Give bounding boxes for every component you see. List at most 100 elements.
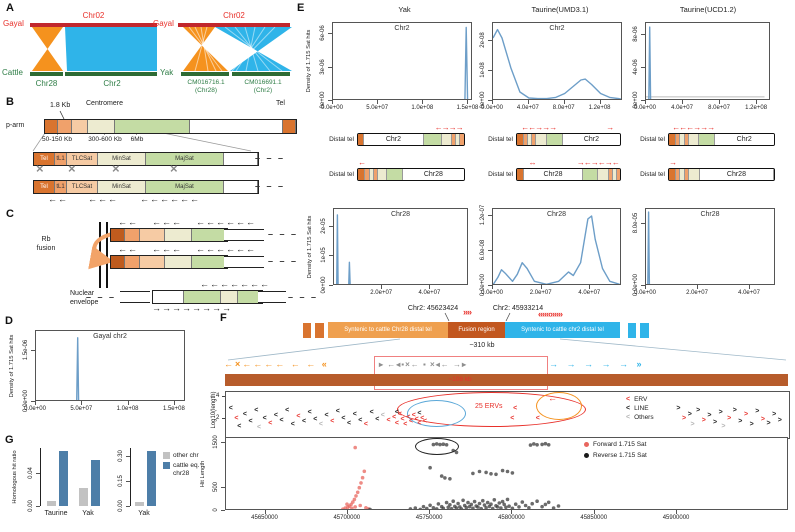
repeat-chevron-icon: < — [228, 405, 233, 413]
chromosome-ideogram-bar: Chr2 — [357, 133, 465, 146]
ideogram-segment-or2 — [676, 134, 681, 145]
fusion-region-bar — [225, 374, 788, 386]
bar-chart-homologous-ratio: 0.00 0.04 Homologous hit ratio Taurine Yak — [8, 440, 106, 530]
ideogram-segment-or2 — [365, 169, 370, 180]
repeat-chevron-icon: < — [242, 411, 247, 419]
repeat-chevron-icon: < — [237, 422, 242, 430]
ideogram-segment-chr28: Chr28 — [524, 169, 583, 180]
fusion-region-text: Fusion region — [458, 327, 495, 333]
ideogram-segment-or2 — [460, 134, 464, 145]
gene-arrows-blue: → → → → → » — [549, 359, 645, 369]
coordinate-label-left: Chr2: 45623424 — [407, 305, 459, 312]
x-tick-label: 45700000 — [333, 515, 361, 521]
label-300-600kb: 300-600 Kb — [88, 136, 122, 143]
ideogram-segment-tel — [517, 169, 525, 180]
inside-plot-label: Chr28 — [546, 211, 567, 218]
x-tick-label: 1.5e+08 — [162, 406, 185, 412]
bar-category-label: Yak — [138, 510, 150, 517]
y-axis-label: 2e-08 — [480, 32, 486, 48]
chromosome-ideogram-bar: Chr28 — [668, 168, 775, 181]
bar-cattle-eq-chr28 — [90, 459, 100, 506]
fusion-region-segment: Fusion region — [448, 322, 505, 338]
ideogram-segment-chr2: Chr2 — [364, 134, 424, 145]
chromosome-ideogram-bar: Chr28 — [357, 168, 465, 181]
repeat-chevron-icon: < — [234, 414, 239, 422]
ideogram-segment-green — [423, 134, 442, 145]
distal-tel-label: Distal tel — [488, 171, 513, 178]
bar-other-chr — [134, 501, 144, 506]
segment-or2 — [125, 229, 140, 241]
label-310kb: ~310 kb — [469, 342, 495, 349]
inside-plot-label: Chr2 — [394, 25, 410, 32]
label-25-ervs: 25 ERVs — [475, 403, 503, 410]
ideogram-yak-chr28: Distal tel Chr28 ← — [329, 158, 465, 181]
ideogram-segment-or2 — [373, 169, 378, 180]
repeat-legend-item-line: < LINE — [626, 405, 649, 412]
repeat-legend-item-erv: < ERV — [626, 396, 648, 403]
repeat-chevron-icon: < — [397, 411, 402, 419]
plot-area: Chr28 — [333, 208, 468, 285]
continuation-dashes: – – – — [86, 292, 117, 302]
segment-tan — [165, 229, 192, 241]
segment-white — [224, 153, 258, 165]
chromosome-bar-1-tail — [224, 229, 264, 241]
plot-area — [40, 448, 104, 506]
plot-area: Chr28 — [645, 208, 775, 285]
label-centromere: Centromere — [86, 100, 123, 107]
x-tick-label: 45900000 — [662, 515, 690, 521]
x-tick-label: 1.0e+08 — [116, 406, 139, 412]
ideogram-segment-green — [699, 134, 715, 145]
density-plot-ucd-chr2: 0e+00 4e-06 8e-06 0.0e+00 4.0e+07 8.0e+07 1.2e… — [615, 16, 773, 116]
repeat-chevron-icon: > — [713, 418, 718, 426]
ideogram-segment-chr28: Chr28 — [700, 169, 774, 180]
ideogram-segment-chr2: Chr2 — [563, 134, 620, 145]
legend-cattle-chr28: cattle eq. chr28 — [173, 462, 200, 477]
segment-white — [190, 120, 283, 133]
satellite-direction-arrows-icon: ←←→→→ — [521, 123, 557, 132]
x-tick-label: 2.0e+07 — [370, 290, 393, 296]
p-arm-chromosome-bar — [44, 119, 297, 134]
panel-e-label: E — [297, 2, 305, 14]
gayal-chromosome-bar-left — [30, 23, 157, 27]
x-tick-label: 2.0e+07 — [686, 290, 708, 296]
repeat-chevron-icon: < — [363, 421, 368, 429]
repeat-legend: < ERV < LINE < Others — [626, 396, 654, 423]
segment-majsat: MajSat — [146, 153, 224, 165]
column-title-yak: Yak — [398, 5, 411, 14]
orientation-arrows-top: ←←←←←←← — [200, 279, 270, 289]
distal-tel-label: Distal tel — [329, 171, 354, 178]
ideogram-segment-tel — [773, 169, 774, 180]
y-axis-label: 2e-05 — [321, 218, 327, 234]
repeat-chevron-icon: < — [358, 416, 363, 424]
bar-chart-homologous-ratio-yak: 0.00 0.15 0.30 Yak — [104, 440, 160, 530]
repeat-chevron-icon: < — [394, 409, 399, 417]
segment-tl1: tL1 — [55, 181, 67, 193]
ideogram-segment-tan — [612, 169, 617, 180]
ideogram-segment-green — [582, 169, 599, 180]
y-axis-label: 0.30 — [118, 450, 124, 463]
density-plot-yak-chr2: Chr2 0e+00 3e-06 6e-06 0.0e+00 5.0e+07 1.0e+08… — [302, 16, 478, 116]
satellite-hit-scatter: 0 500 1500 45650000 45700000 45750000 45800000… — [196, 431, 794, 526]
repeat-chevron-icon: > — [749, 420, 754, 428]
density-plot-umd-chr28: Chr28 0.0e+00 6.0e-08 1.2e-07 0.0e+00 2.0e+07… — [462, 202, 624, 301]
cattle-chr2-bar — [65, 72, 157, 76]
segment-tl1: tL1 — [55, 153, 67, 165]
syntenic-chr28-text: Syntenic to cattle Chr28 distal tel — [344, 327, 432, 333]
x-tick-label: 45750000 — [415, 515, 443, 521]
nuclear-envelope-label-2: envelope — [70, 299, 99, 306]
label-108kb: ~108 kb — [448, 376, 472, 383]
x-tick-label: 4.0e+07 — [738, 290, 760, 296]
red-repeat-arrows-icon: «««»»» — [538, 309, 563, 319]
syntenic-chr2-segment: Syntenic to cattle chr2 distal tel — [505, 322, 620, 338]
ideogram-segment-chr2: Chr2 — [714, 134, 774, 145]
repeat-chevron-icon: < — [296, 413, 301, 420]
cattle-chr2-label: Chr2 — [103, 79, 121, 88]
synteny-ribbons-yak — [183, 27, 292, 72]
repeat-chevron-icon: > — [721, 422, 726, 430]
repeat-chevron-icon: > — [777, 416, 782, 424]
tick-mark — [222, 418, 225, 419]
repeat-chevron-icon: < — [254, 407, 259, 415]
panel-b-label: B — [6, 96, 14, 108]
segment-green — [192, 229, 227, 241]
segment-or3 — [72, 120, 88, 133]
